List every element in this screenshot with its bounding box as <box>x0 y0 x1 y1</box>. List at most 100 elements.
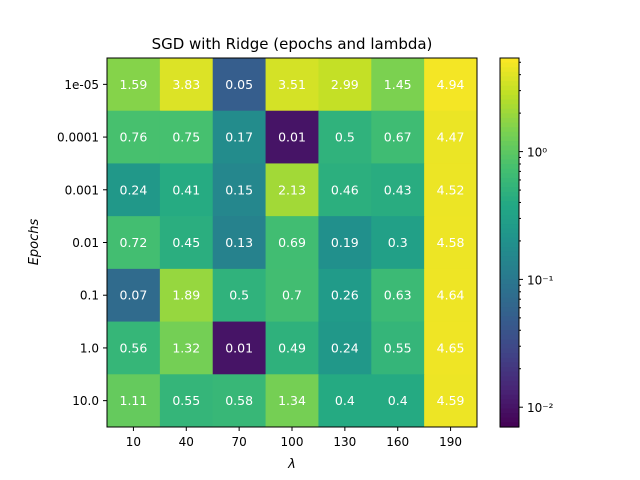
heatmap-cell <box>371 110 425 164</box>
colorbar-segment <box>500 62 519 68</box>
cell-value-label: 0.4 <box>388 393 408 408</box>
colorbar-segment <box>500 302 519 308</box>
colorbar-segment <box>500 122 519 128</box>
colorbar-segment <box>500 307 519 313</box>
cell-value-label: 4.59 <box>437 393 465 408</box>
colorbar-segment <box>500 311 519 317</box>
heatmap-cell <box>212 216 267 270</box>
heatmap-cell <box>318 163 372 217</box>
heatmap-cell <box>159 58 214 112</box>
heatmap-cell <box>318 110 372 164</box>
cell-value-label: 0.75 <box>172 130 200 145</box>
colorbar-segment <box>500 274 519 280</box>
colorbar-segment <box>500 81 519 87</box>
colorbar-segment <box>500 297 519 304</box>
x-tick-label: 190 <box>439 435 462 449</box>
cell-value-label: 1.32 <box>172 340 200 355</box>
colorbar-segment <box>500 343 519 350</box>
y-tick-label: 0.1 <box>80 289 99 303</box>
colorbar-segment <box>500 191 519 197</box>
colorbar-segment <box>500 247 519 253</box>
colorbar-segment <box>500 251 519 257</box>
colorbar-tick-label: 10⁻¹ <box>527 273 554 287</box>
colorbar-segment <box>500 67 519 73</box>
cell-value-label: 0.46 <box>331 182 359 197</box>
cell-value-label: 0.76 <box>120 130 148 145</box>
colorbar-segment <box>500 408 519 414</box>
y-tick-label: 1.0 <box>80 341 99 355</box>
colorbar-segment <box>500 187 519 193</box>
colorbar-segment <box>500 127 519 133</box>
colorbar-segment <box>500 90 519 96</box>
heatmap-cell <box>265 163 319 217</box>
heatmap-cell <box>424 58 478 112</box>
cell-value-label: 0.24 <box>120 182 148 197</box>
colorbar-segment <box>500 150 519 156</box>
cell-value-label: 0.63 <box>384 288 412 303</box>
x-tick-label: 100 <box>281 435 304 449</box>
x-tick-label: 40 <box>179 435 194 449</box>
cell-value-label: 0.07 <box>120 288 148 303</box>
heatmap-cell <box>265 110 319 164</box>
cell-value-label: 0.72 <box>120 235 148 250</box>
heatmap-cell <box>371 216 425 270</box>
heatmap-cell <box>107 374 161 428</box>
colorbar-segment <box>500 177 519 184</box>
cell-value-label: 4.64 <box>437 288 465 303</box>
cell-value-label: 0.58 <box>225 393 253 408</box>
colorbar-segment <box>500 182 519 188</box>
heatmap-cell <box>424 216 478 270</box>
colorbar-segment <box>500 288 519 294</box>
heatmap-cell <box>212 110 267 164</box>
heatmap-cell <box>265 58 319 112</box>
colorbar-segment <box>500 214 519 221</box>
colorbar-segment <box>500 210 519 216</box>
cell-value-label: 0.7 <box>282 288 302 303</box>
heatmap-cell <box>424 374 478 428</box>
cell-value-label: 0.17 <box>225 130 253 145</box>
colorbar-segment <box>500 145 519 151</box>
cell-value-label: 0.13 <box>225 235 253 250</box>
y-axis-label: Epochs <box>27 218 42 265</box>
colorbar-segment <box>500 164 519 170</box>
colorbar-segment <box>500 403 519 410</box>
colorbar-segment <box>500 260 519 267</box>
colorbar-segment <box>500 353 519 359</box>
cell-value-label: 2.99 <box>331 77 359 92</box>
cell-value-label: 4.58 <box>437 235 465 250</box>
cell-value-label: 4.94 <box>437 77 465 92</box>
colorbar-segment <box>500 385 519 391</box>
cell-value-label: 0.43 <box>384 182 412 197</box>
y-tick-label: 1e-05 <box>64 78 99 92</box>
heatmap-cell <box>212 58 267 112</box>
colorbar: 10⁻² 10⁻¹ 10⁰ <box>499 57 554 428</box>
heatmap-cell <box>159 374 214 428</box>
colorbar-segment <box>500 256 519 262</box>
x-axis-ticks: 10 40 70 100 130 160 190 <box>126 427 462 449</box>
colorbar-segment <box>500 154 519 161</box>
colorbar-segment <box>500 413 519 419</box>
cell-value-label: 3.51 <box>278 77 306 92</box>
colorbar-segment <box>500 94 519 101</box>
colorbar-segment <box>500 380 519 387</box>
cell-value-label: 4.65 <box>437 340 465 355</box>
cell-value-label: 0.01 <box>278 130 306 145</box>
heatmap-cell <box>107 216 161 270</box>
colorbar-segment <box>500 320 519 327</box>
y-tick-label: 0.001 <box>65 183 99 197</box>
colorbar-segment <box>500 159 519 165</box>
cell-value-label: 0.5 <box>335 130 355 145</box>
heatmap-cell <box>318 216 372 270</box>
colorbar-tick-label: 10⁰ <box>527 146 547 160</box>
colorbar-segment <box>500 113 519 119</box>
heatmap-cell <box>424 321 478 375</box>
colorbar-segment <box>500 168 519 174</box>
colorbar-segment <box>500 390 519 396</box>
colorbar-segment <box>500 228 519 234</box>
x-tick-label: 10 <box>126 435 141 449</box>
colorbar-frame <box>499 57 520 428</box>
colorbar-segment <box>500 205 519 211</box>
colorbar-segment <box>500 316 519 322</box>
cell-value-label: 0.55 <box>172 393 200 408</box>
